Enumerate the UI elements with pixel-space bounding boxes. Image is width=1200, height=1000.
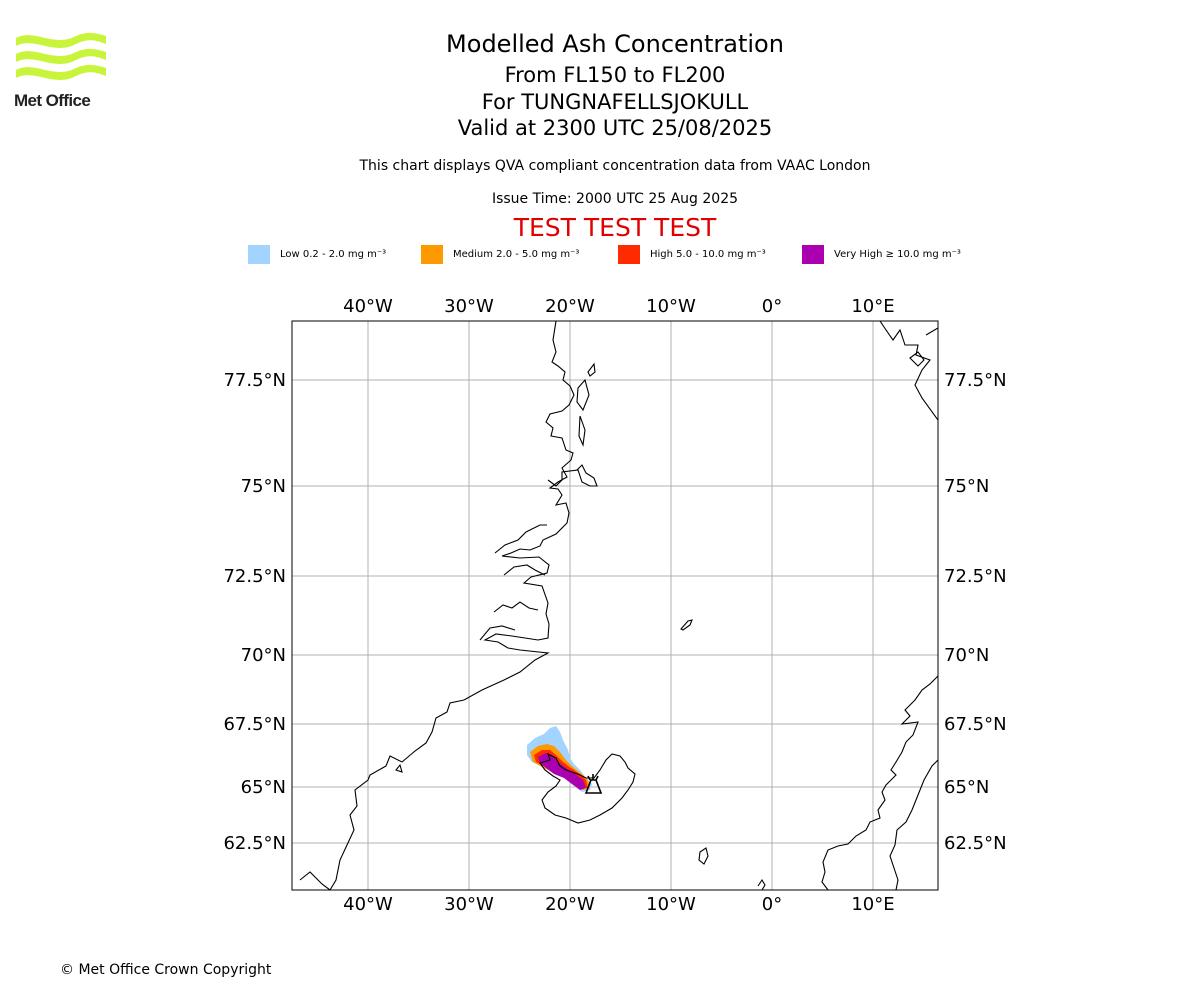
faroe-coastline bbox=[698, 847, 709, 865]
legend-item-low: Low 0.2 - 2.0 mg m⁻³ bbox=[248, 244, 386, 264]
lon-tick-top: 20°W bbox=[545, 296, 595, 317]
legend-swatch-medium bbox=[421, 244, 443, 264]
lat-tick-left: 62.5°N bbox=[223, 833, 286, 854]
legend-label-medium: Medium 2.0 - 5.0 mg m⁻³ bbox=[453, 248, 580, 260]
legend-swatch-low bbox=[248, 244, 270, 264]
legend-item-medium: Medium 2.0 - 5.0 mg m⁻³ bbox=[421, 244, 579, 264]
lon-tick-bottom: 10°W bbox=[646, 894, 696, 915]
chart-title: Modelled Ash Concentration bbox=[446, 30, 784, 58]
iceland-coastline bbox=[539, 752, 636, 824]
lon-tick-bottom: 20°W bbox=[545, 894, 595, 915]
legend-swatch-high bbox=[618, 244, 640, 264]
ash-plume bbox=[527, 726, 592, 792]
copyright-notice: © Met Office Crown Copyright bbox=[60, 962, 272, 978]
svalbard-coastline bbox=[879, 321, 938, 421]
shetland-coastline bbox=[757, 878, 766, 890]
lon-tick-bottom: 10°E bbox=[851, 894, 894, 915]
lat-tick-right: 70°N bbox=[944, 645, 989, 666]
lon-tick-top: 30°W bbox=[444, 296, 494, 317]
map-frame bbox=[291, 320, 939, 891]
lat-tick-right: 77.5°N bbox=[944, 370, 1007, 391]
legend-swatch-very-high bbox=[802, 244, 824, 264]
lat-tick-left: 67.5°N bbox=[223, 714, 286, 735]
lon-tick-bottom: 30°W bbox=[444, 894, 494, 915]
lon-tick-bottom: 0° bbox=[762, 894, 782, 915]
lat-tick-right: 65°N bbox=[944, 777, 989, 798]
map-gridlines bbox=[292, 321, 938, 890]
legend-label-low: Low 0.2 - 2.0 mg m⁻³ bbox=[280, 248, 387, 260]
lat-tick-right: 75°N bbox=[944, 476, 989, 497]
axis-tick-labels: 40°W 40°W 30°W 30°W 20°W 20°W 10°W 10°W 0° 0° 10°E… bbox=[223, 296, 1006, 915]
lon-tick-top: 10°W bbox=[646, 296, 696, 317]
lat-tick-left: 77.5°N bbox=[223, 370, 286, 391]
lat-tick-right: 67.5°N bbox=[944, 714, 1007, 735]
lon-tick-bottom: 40°W bbox=[343, 894, 393, 915]
flight-levels: From FL150 to FL200 bbox=[504, 63, 726, 87]
greenland-coastline bbox=[329, 321, 575, 890]
legend-item-high: High 5.0 - 10.0 mg m⁻³ bbox=[618, 244, 766, 264]
volcano-name: For TUNGNAFELLSJOKULL bbox=[481, 90, 749, 114]
issue-time: Issue Time: 2000 UTC 25 Aug 2025 bbox=[491, 191, 739, 207]
lat-tick-left: 75°N bbox=[241, 476, 286, 497]
lat-tick-left: 65°N bbox=[241, 777, 286, 798]
qva-note: This chart displays QVA compliant concen… bbox=[359, 158, 871, 174]
lon-tick-top: 10°E bbox=[851, 296, 894, 317]
lat-tick-right: 62.5°N bbox=[944, 833, 1007, 854]
test-banner: TEST TEST TEST bbox=[513, 213, 717, 242]
lon-tick-top: 40°W bbox=[343, 296, 393, 317]
lon-tick-top: 0° bbox=[762, 296, 782, 317]
volcano-marker-icon bbox=[584, 774, 603, 794]
legend-label-high: High 5.0 - 10.0 mg m⁻³ bbox=[650, 248, 766, 260]
map-content bbox=[299, 321, 938, 890]
legend-label-very-high: Very High ≥ 10.0 mg m⁻³ bbox=[834, 248, 961, 260]
ash-very-high bbox=[538, 753, 586, 790]
lat-tick-left: 70°N bbox=[241, 645, 286, 666]
lat-tick-right: 72.5°N bbox=[944, 566, 1007, 587]
logo-wordmark: Met Office bbox=[14, 91, 91, 110]
lat-tick-left: 72.5°N bbox=[223, 566, 286, 587]
jan-mayen-coastline bbox=[680, 619, 693, 631]
legend-item-very-high: Very High ≥ 10.0 mg m⁻³ bbox=[802, 244, 961, 264]
met-office-logo: Met Office bbox=[14, 30, 109, 114]
valid-time: Valid at 2300 UTC 25/08/2025 bbox=[457, 116, 773, 140]
norway-coastline bbox=[821, 675, 938, 890]
logo-waves-icon bbox=[16, 32, 106, 80]
